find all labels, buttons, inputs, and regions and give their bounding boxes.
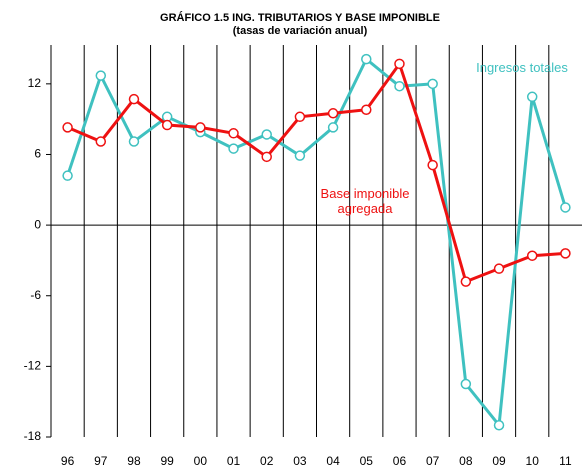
series-label: Base imponible agregada [320,186,410,216]
series-line [66,56,567,430]
x-tick-label: 09 [492,454,506,468]
chart-title: GRÁFICO 1.5 ING. TRIBUTARIOS Y BASE IMPO… [160,11,440,24]
x-tick-label: 06 [393,454,407,468]
x-tick-label: 00 [194,454,208,468]
series-line [67,60,566,284]
data-point [394,58,405,70]
y-tick-label: 0 [34,217,41,231]
data-point [161,119,173,131]
x-tick-label: 98 [127,454,141,468]
x-tick-label: 03 [293,454,307,468]
series-label-box: Ingresos totales [476,60,568,75]
data-point [526,250,538,261]
data-point [560,202,571,213]
data-point [128,93,140,105]
data-point [327,108,339,119]
data-point [427,159,438,171]
series-label: Ingresos totales [476,60,568,75]
x-tick-label: 11 [559,454,572,468]
data-point [526,91,538,103]
data-point [95,70,107,81]
x-tick-label: 10 [526,454,540,468]
data-point [560,248,571,259]
x-tick-label: 01 [227,454,241,468]
data-point [294,111,306,123]
x-tick-label: 97 [94,454,108,468]
y-tick-label: -18 [24,429,42,443]
data-point [361,53,372,65]
data-point [62,170,73,181]
data-point [361,104,372,115]
y-tick-label: 6 [34,147,41,161]
data-point [460,276,472,287]
data-point [327,122,339,133]
data-point [493,263,505,274]
data-point [128,136,140,147]
x-tick-label: 07 [426,454,440,468]
chart-subtitle: (tasas de variación anual) [233,25,368,37]
data-point [195,122,206,133]
x-tick-label: 96 [61,454,75,468]
data-point [261,151,272,163]
data-point [228,128,239,139]
data-point [394,80,405,92]
y-tick-label: -12 [24,359,42,373]
x-tick-label: 04 [326,454,340,468]
data-point [493,419,505,431]
data-point [294,150,306,161]
series-label-box: Base imponible agregada [320,186,410,216]
x-tick-label: 05 [360,454,374,468]
y-tick-label: 12 [28,76,42,90]
x-tick-label: 08 [459,454,473,468]
x-tick-label: 99 [160,454,174,468]
data-point [427,78,438,90]
data-point [62,122,73,133]
data-point [261,129,272,140]
data-point [228,143,239,154]
x-tick-label: 02 [260,454,274,468]
data-point [460,378,472,390]
y-tick-label: -6 [30,288,41,302]
data-point [95,136,107,147]
